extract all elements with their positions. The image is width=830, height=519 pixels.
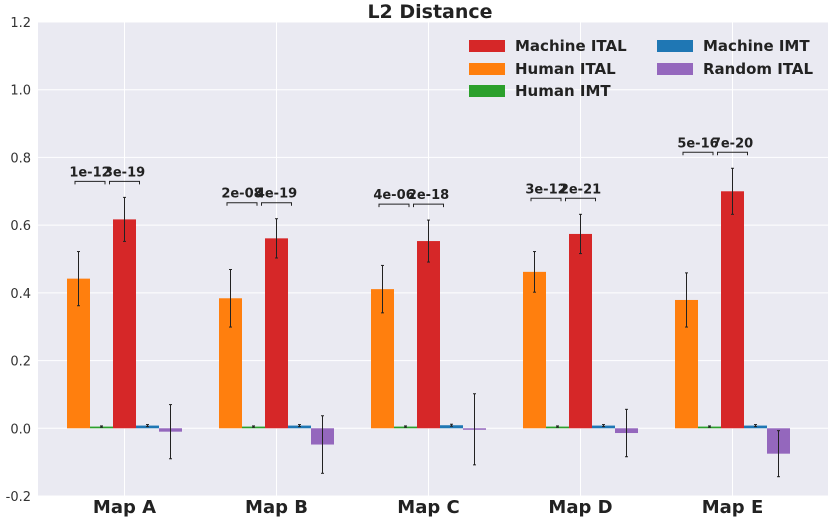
legend-swatch — [469, 63, 505, 75]
bar — [417, 241, 440, 429]
y-axis-ticks: -0.2 0.0 0.2 0.4 0.6 0.8 1.0 1.2 — [6, 16, 31, 505]
bar — [371, 289, 394, 429]
y-tick-label: 0.2 — [10, 355, 31, 370]
legend-label: Machine IMT — [703, 37, 810, 55]
bar — [523, 271, 546, 429]
annotation-bracket — [565, 197, 596, 202]
annotation-bracket — [74, 180, 106, 185]
annotation-bracket — [717, 151, 748, 156]
y-tick-label: 0.4 — [10, 287, 31, 302]
bar — [569, 233, 592, 429]
chart-title: L2 Distance — [367, 1, 492, 23]
legend-swatch — [657, 40, 693, 52]
x-tick-label: Map C — [397, 497, 459, 518]
x-tick-label: Map B — [245, 497, 308, 518]
p-value-label: 5e-16 — [677, 136, 718, 151]
bar — [265, 238, 288, 429]
annotation-bracket — [261, 202, 292, 206]
p-value-label: 2e-08 — [221, 187, 262, 202]
legend-label: Machine ITAL — [515, 37, 627, 55]
legend-label: Random ITAL — [703, 60, 814, 78]
annotation-bracket — [226, 202, 258, 206]
legend: Machine ITAL Machine IMT Human ITAL Random … — [469, 37, 814, 100]
legend-label: Human IMT — [515, 82, 611, 100]
bar — [721, 191, 744, 429]
p-value-label: 7e-20 — [712, 136, 753, 151]
annotation-bracket — [378, 203, 410, 208]
legend-swatch — [657, 63, 693, 75]
annotation-bracket — [682, 151, 714, 156]
legend-swatch — [469, 40, 505, 52]
y-tick-label: 1.0 — [10, 84, 31, 99]
y-tick-label: -0.2 — [6, 490, 31, 505]
p-value-label: 3e-12 — [525, 182, 566, 197]
p-value-label: 4e-19 — [256, 187, 297, 202]
bar — [675, 299, 698, 429]
x-tick-label: Map D — [548, 497, 612, 518]
p-value-label: 3e-19 — [104, 165, 145, 180]
legend-swatch — [469, 85, 505, 97]
bar — [67, 278, 90, 429]
bar — [219, 298, 242, 429]
bar — [113, 219, 136, 429]
y-tick-label: 0.6 — [10, 219, 31, 234]
annotation-bracket — [530, 197, 562, 202]
x-axis-ticks: Map A Map B Map C Map D Map E — [93, 497, 763, 518]
y-tick-label: 0.8 — [10, 151, 31, 166]
bar — [440, 425, 463, 429]
p-value-label: 4e-06 — [373, 188, 414, 203]
annotation-bracket — [413, 203, 444, 208]
error-bars — [77, 167, 780, 478]
p-value-label: 2e-21 — [560, 182, 601, 197]
y-tick-label: 1.2 — [10, 16, 31, 31]
p-value-label: 1e-12 — [69, 165, 110, 180]
p-value-label: 2e-18 — [408, 188, 449, 203]
annotation-bracket — [109, 180, 140, 185]
x-tick-label: Map A — [93, 497, 156, 518]
y-tick-label: 0.0 — [10, 422, 31, 437]
x-tick-label: Map E — [702, 497, 764, 518]
legend-label: Human ITAL — [515, 60, 616, 78]
